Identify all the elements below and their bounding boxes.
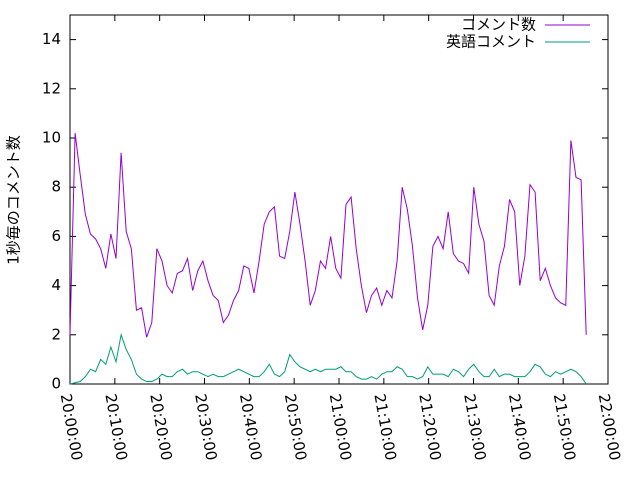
x-tick-label: 20:40:00 bbox=[236, 392, 265, 461]
y-tick-label: 14 bbox=[42, 30, 61, 48]
x-tick-label: 20:00:00 bbox=[57, 392, 86, 461]
x-tick-label: 21:40:00 bbox=[505, 392, 534, 461]
y-tick-label: 6 bbox=[51, 227, 61, 245]
y-axis-label: 1秒毎のコメント数 bbox=[5, 135, 23, 265]
legend-label: コメント数 bbox=[461, 16, 536, 34]
y-tick-label: 2 bbox=[51, 325, 61, 343]
line bbox=[69, 332, 587, 385]
x-tick-label: 21:10:00 bbox=[370, 392, 399, 461]
x-tick-label: 20:10:00 bbox=[101, 392, 130, 461]
y-tick-label: 10 bbox=[42, 129, 61, 147]
y-tick-label: 12 bbox=[42, 79, 61, 97]
y-tick-label: 4 bbox=[51, 276, 61, 294]
legend-label: 英語コメント bbox=[446, 33, 536, 51]
x-tick-label: 20:30:00 bbox=[191, 392, 220, 461]
x-tick-label: 21:20:00 bbox=[415, 392, 444, 461]
x-tick-label: 20:50:00 bbox=[281, 392, 310, 461]
x-tick-label: 21:30:00 bbox=[460, 392, 489, 461]
line bbox=[69, 133, 587, 338]
x-tick-label: 20:20:00 bbox=[146, 392, 175, 461]
x-tick-label: 21:50:00 bbox=[550, 392, 579, 461]
plot-frame bbox=[69, 14, 609, 385]
x-tick-label: 21:00:00 bbox=[326, 392, 355, 461]
x-tick-label: 22:00:00 bbox=[595, 392, 624, 461]
y-tick-label: 8 bbox=[51, 178, 61, 196]
y-tick-label: 0 bbox=[51, 375, 61, 393]
